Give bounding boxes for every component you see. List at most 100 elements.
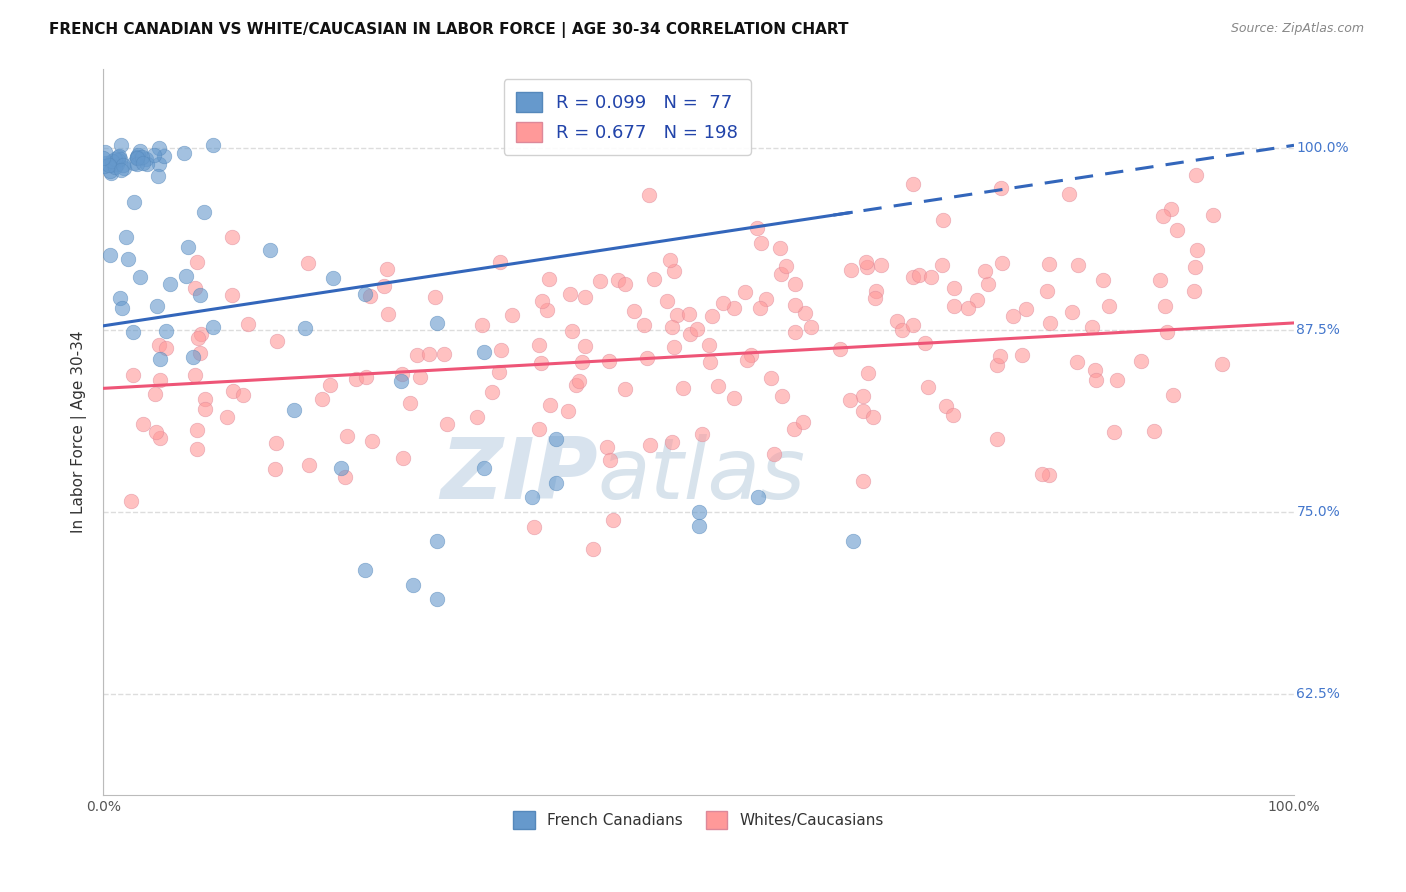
Point — [135, 152, 157, 166]
Point — [527, 422, 550, 436]
Point — [335, 470, 357, 484]
Point — [201, 319, 224, 334]
Point — [749, 301, 772, 315]
Point — [149, 431, 172, 445]
Point — [330, 461, 353, 475]
Point — [121, 368, 143, 383]
Point — [259, 244, 281, 258]
Point — [155, 325, 177, 339]
Point — [747, 491, 769, 505]
Point — [851, 474, 873, 488]
Point — [655, 294, 678, 309]
Point — [917, 380, 939, 394]
Point — [103, 161, 125, 175]
Point — [688, 505, 710, 519]
Point — [354, 370, 377, 384]
Point — [174, 269, 197, 284]
Point — [221, 288, 243, 302]
Point — [599, 453, 621, 467]
Point — [127, 151, 149, 165]
Point — [842, 533, 865, 548]
Point — [148, 157, 170, 171]
Point — [723, 301, 745, 316]
Point — [159, 277, 181, 292]
Point — [1035, 284, 1057, 298]
Text: FRENCH CANADIAN VS WHITE/CAUCASIAN IN LABOR FORCE | AGE 30-34 CORRELATION CHART: FRENCH CANADIAN VS WHITE/CAUCASIAN IN LA… — [49, 22, 849, 38]
Point — [571, 355, 593, 369]
Point — [852, 404, 875, 418]
Point — [1081, 320, 1104, 334]
Point — [686, 322, 709, 336]
Point — [602, 513, 624, 527]
Point — [943, 299, 966, 313]
Point — [956, 301, 979, 315]
Point — [1097, 299, 1119, 313]
Point — [841, 263, 863, 277]
Point — [336, 428, 359, 442]
Point — [986, 358, 1008, 372]
Point — [187, 331, 209, 345]
Point — [932, 212, 955, 227]
Point — [1129, 354, 1152, 368]
Point — [658, 252, 681, 267]
Point — [110, 162, 132, 177]
Point — [132, 417, 155, 431]
Point — [531, 293, 554, 308]
Point — [297, 256, 319, 270]
Point — [855, 255, 877, 269]
Point — [217, 409, 239, 424]
Point — [1182, 284, 1205, 298]
Point — [264, 435, 287, 450]
Point — [491, 343, 513, 358]
Point — [389, 374, 412, 388]
Point — [792, 415, 814, 429]
Point — [194, 392, 217, 406]
Point — [128, 270, 150, 285]
Point — [751, 236, 773, 251]
Point — [398, 396, 420, 410]
Point — [101, 153, 124, 168]
Point — [145, 425, 167, 439]
Point — [735, 353, 758, 368]
Point — [589, 274, 612, 288]
Point — [373, 278, 395, 293]
Point — [914, 336, 936, 351]
Text: 87.5%: 87.5% — [1296, 323, 1340, 337]
Text: 62.5%: 62.5% — [1296, 687, 1340, 700]
Point — [377, 307, 399, 321]
Point — [176, 240, 198, 254]
Point — [183, 281, 205, 295]
Point — [574, 290, 596, 304]
Point — [862, 410, 884, 425]
Point — [221, 384, 243, 398]
Point — [354, 563, 377, 577]
Point — [783, 325, 806, 339]
Point — [125, 151, 148, 165]
Point — [783, 422, 806, 436]
Point — [800, 320, 823, 334]
Point — [112, 161, 135, 175]
Point — [935, 399, 957, 413]
Point — [830, 342, 852, 356]
Point — [1156, 325, 1178, 339]
Point — [661, 319, 683, 334]
Point — [643, 272, 665, 286]
Point — [127, 148, 149, 162]
Point — [863, 291, 886, 305]
Point — [125, 156, 148, 170]
Point — [1102, 425, 1125, 439]
Point — [173, 146, 195, 161]
Point — [986, 432, 1008, 446]
Point — [794, 306, 817, 320]
Point — [582, 541, 605, 556]
Point — [561, 324, 583, 338]
Point — [574, 339, 596, 353]
Point — [146, 300, 169, 314]
Point — [433, 347, 456, 361]
Point — [375, 262, 398, 277]
Text: ZIP: ZIP — [440, 434, 598, 517]
Point — [623, 304, 645, 318]
Point — [108, 149, 131, 163]
Point — [436, 417, 458, 432]
Point — [98, 159, 121, 173]
